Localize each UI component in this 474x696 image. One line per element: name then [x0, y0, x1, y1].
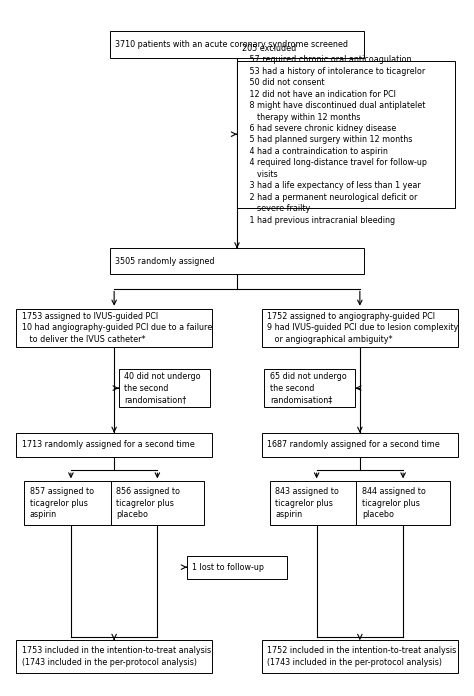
Text: 3505 randomly assigned: 3505 randomly assigned [115, 257, 215, 266]
Text: 1752 assigned to angiography-guided PCI
9 had IVUS-guided PCI due to lesion comp: 1752 assigned to angiography-guided PCI … [267, 312, 459, 344]
FancyBboxPatch shape [111, 482, 204, 525]
FancyBboxPatch shape [262, 308, 458, 347]
Text: 856 assigned to
ticagrelor plus
placebo: 856 assigned to ticagrelor plus placebo [116, 487, 180, 519]
Text: 40 did not undergo
the second
randomisation†: 40 did not undergo the second randomisat… [124, 372, 201, 404]
FancyBboxPatch shape [262, 433, 458, 457]
FancyBboxPatch shape [237, 61, 456, 207]
Text: 1713 randomly assigned for a second time: 1713 randomly assigned for a second time [22, 441, 194, 450]
Text: 844 assigned to
ticagrelor plus
placebo: 844 assigned to ticagrelor plus placebo [362, 487, 426, 519]
FancyBboxPatch shape [118, 369, 210, 407]
FancyBboxPatch shape [16, 640, 212, 674]
FancyBboxPatch shape [356, 482, 450, 525]
FancyBboxPatch shape [109, 31, 365, 58]
FancyBboxPatch shape [264, 369, 356, 407]
Text: 1753 included in the intention-to-treat analysis
(1743 included in the per-proto: 1753 included in the intention-to-treat … [22, 647, 211, 667]
Text: 857 assigned to
ticagrelor plus
aspirin: 857 assigned to ticagrelor plus aspirin [30, 487, 94, 519]
FancyBboxPatch shape [16, 433, 212, 457]
FancyBboxPatch shape [187, 556, 287, 578]
Text: 1752 included in the intention-to-treat analysis
(1743 included in the per-proto: 1752 included in the intention-to-treat … [267, 647, 457, 667]
Text: 843 assigned to
ticagrelor plus
aspirin: 843 assigned to ticagrelor plus aspirin [275, 487, 339, 519]
FancyBboxPatch shape [270, 482, 363, 525]
Text: 1 lost to follow-up: 1 lost to follow-up [192, 562, 264, 571]
Text: 3710 patients with an acute coronary syndrome screened: 3710 patients with an acute coronary syn… [115, 40, 348, 49]
FancyBboxPatch shape [262, 640, 458, 674]
FancyBboxPatch shape [24, 482, 118, 525]
Text: 1687 randomly assigned for a second time: 1687 randomly assigned for a second time [267, 441, 440, 450]
FancyBboxPatch shape [109, 248, 365, 274]
Text: 65 did not undergo
the second
randomisation‡: 65 did not undergo the second randomisat… [270, 372, 346, 404]
Text: 205 excluded
   57 required chronic oral anticoagulation
   53 had a history of : 205 excluded 57 required chronic oral an… [243, 44, 428, 225]
Text: 1753 assigned to IVUS-guided PCI
10 had angiography-guided PCI due to a failure
: 1753 assigned to IVUS-guided PCI 10 had … [22, 312, 212, 344]
FancyBboxPatch shape [16, 308, 212, 347]
